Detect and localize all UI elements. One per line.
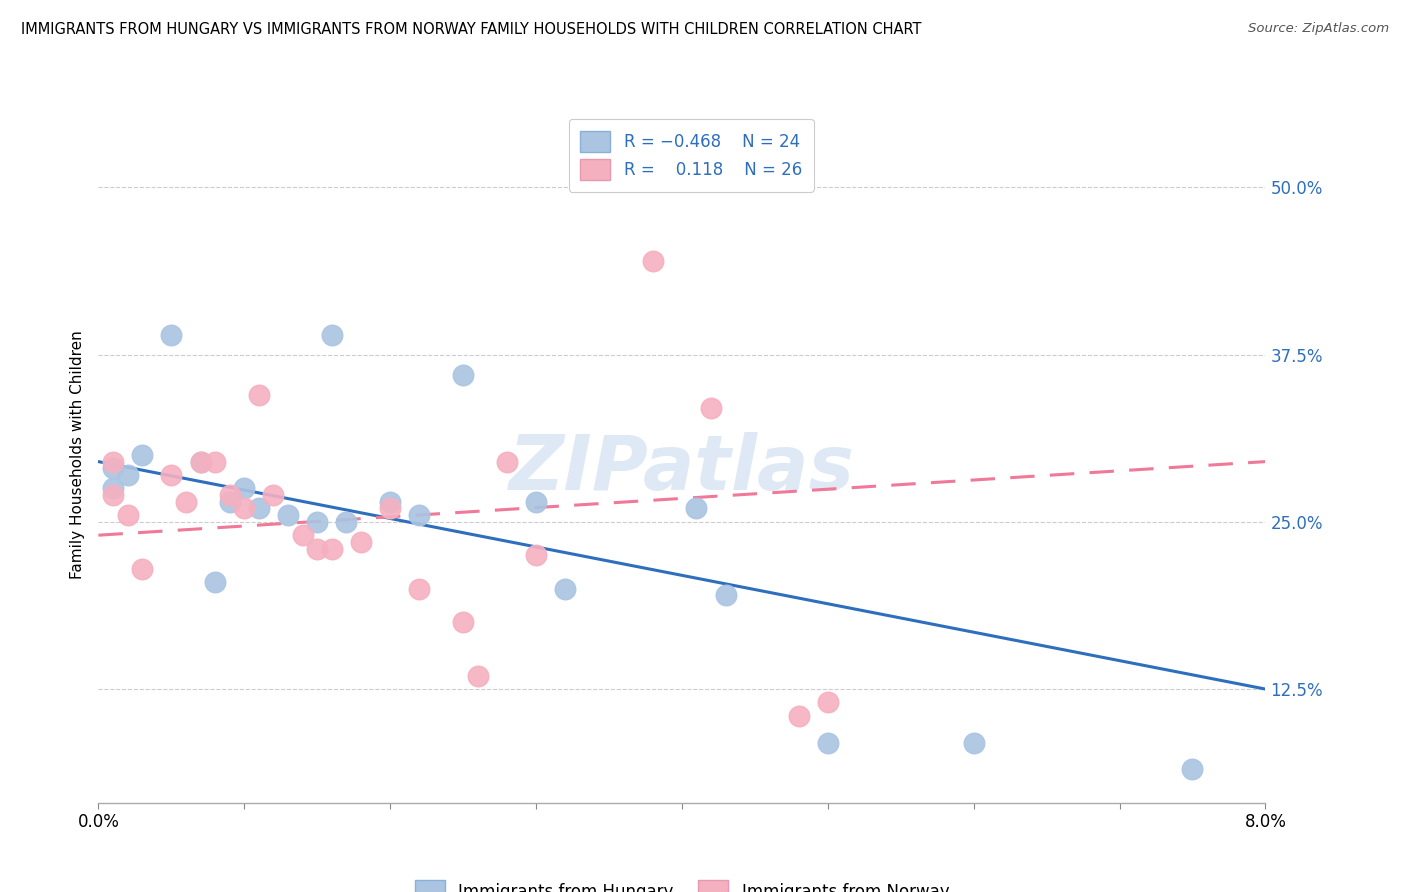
Point — [291, 528, 314, 542]
Point — [131, 562, 153, 576]
Point — [101, 488, 124, 502]
Point — [787, 708, 810, 723]
Point — [190, 455, 212, 469]
Point — [204, 575, 226, 590]
Point — [218, 488, 240, 502]
Point — [174, 494, 197, 508]
Point — [408, 508, 430, 523]
Point — [160, 468, 183, 483]
Point — [451, 615, 474, 630]
Point — [496, 455, 519, 469]
Point — [700, 401, 723, 416]
Point — [408, 582, 430, 596]
Point — [335, 515, 357, 529]
Point — [350, 535, 373, 549]
Point — [524, 494, 547, 508]
Text: ZIPatlas: ZIPatlas — [509, 432, 855, 506]
Point — [247, 501, 270, 516]
Point — [451, 368, 474, 382]
Point — [817, 735, 839, 749]
Point — [378, 494, 402, 508]
Point — [233, 482, 256, 496]
Point — [641, 254, 664, 268]
Point — [204, 455, 226, 469]
Point — [117, 468, 139, 483]
Text: Source: ZipAtlas.com: Source: ZipAtlas.com — [1249, 22, 1389, 36]
Point — [962, 735, 984, 749]
Point — [233, 501, 256, 516]
Point — [321, 327, 343, 342]
Point — [131, 448, 153, 462]
Point — [101, 461, 124, 475]
Point — [817, 696, 839, 710]
Point — [117, 508, 139, 523]
Point — [247, 388, 270, 402]
Point — [101, 455, 124, 469]
Legend: Immigrants from Hungary, Immigrants from Norway: Immigrants from Hungary, Immigrants from… — [408, 874, 956, 892]
Point — [101, 482, 124, 496]
Point — [467, 669, 489, 683]
Text: IMMIGRANTS FROM HUNGARY VS IMMIGRANTS FROM NORWAY FAMILY HOUSEHOLDS WITH CHILDRE: IMMIGRANTS FROM HUNGARY VS IMMIGRANTS FR… — [21, 22, 921, 37]
Point — [554, 582, 576, 596]
Point — [378, 501, 402, 516]
Point — [190, 455, 212, 469]
Y-axis label: Family Households with Children: Family Households with Children — [69, 331, 84, 579]
Point — [714, 589, 737, 603]
Point — [160, 327, 183, 342]
Point — [307, 515, 329, 529]
Point — [277, 508, 299, 523]
Point — [262, 488, 284, 502]
Point — [321, 541, 343, 556]
Point — [524, 548, 547, 563]
Point — [1181, 762, 1204, 776]
Point — [685, 501, 707, 516]
Point — [218, 494, 240, 508]
Point — [307, 541, 329, 556]
